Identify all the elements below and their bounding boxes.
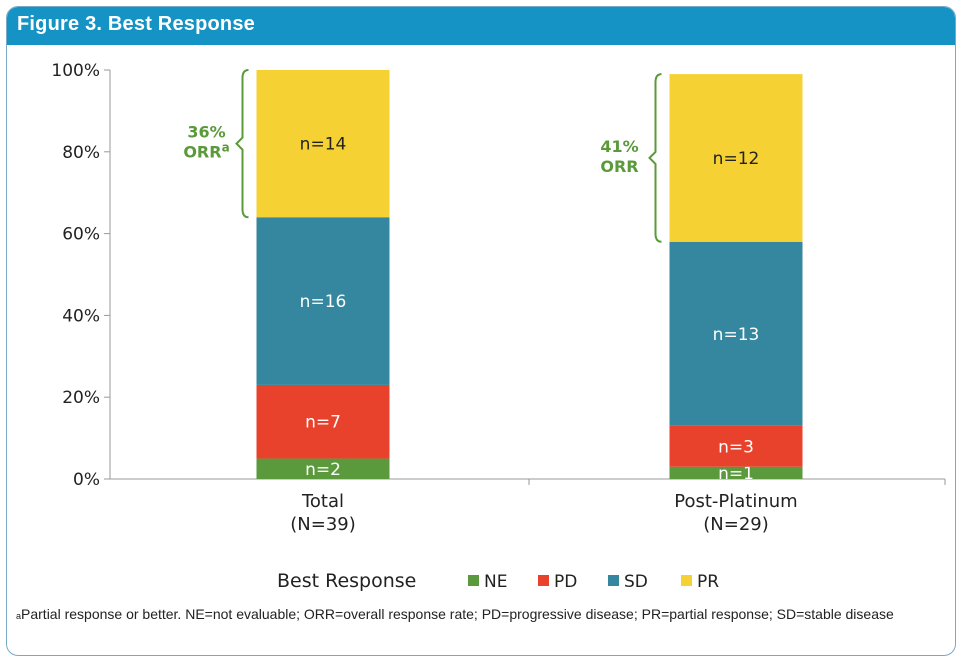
bar-segment-pd [256,384,390,459]
footnote-marker: a [16,611,22,621]
orr-percent-label: 36% [187,123,225,142]
x-category-label: Post-Platinum [674,491,797,512]
legend-label-ne: NE [484,572,507,592]
legend-title: Best Response [277,570,416,592]
bar-segment-pr [256,70,390,218]
x-category-sublabel: (N=29) [703,514,769,535]
legend-swatch-ne [468,575,479,586]
bar-segment-pd [669,425,803,467]
bar-segment-pr [669,74,803,242]
bar-segment-label: n=13 [713,325,760,345]
orr-percent-label: 41% [600,137,638,156]
orr-bracket [648,73,662,243]
y-tick-label: 100% [51,61,100,81]
y-tick-label: 20% [62,388,100,408]
bar-segment-label: n=12 [713,149,760,169]
bar-segment-label: n=1 [718,464,754,484]
bar-segment-ne [256,458,390,479]
figure-title: Figure 3. Best Response [17,13,255,35]
bar-segment-ne [669,466,803,479]
legend-swatch-pd [538,575,549,586]
orr-bracket [235,69,249,219]
x-category-sublabel: (N=39) [290,514,356,535]
bar-segment-label: n=7 [305,413,341,433]
legend-swatch-sd [608,575,619,586]
legend-label-sd: SD [624,572,648,592]
bar-segment-label: n=2 [305,460,341,480]
y-tick-label: 60% [62,225,100,245]
footnote-text: Partial response or better. NE=not evalu… [21,606,894,622]
bar-segment-label: n=14 [300,135,347,155]
y-tick-label: 0% [73,470,100,490]
figure-header: Figure 3. Best Response [7,7,955,45]
bar-segment-sd [256,217,390,385]
bar-segment-sd [669,241,803,426]
y-tick-label: 40% [62,306,100,326]
bar-segment-label: n=16 [300,292,347,312]
footnote: aPartial response or better. NE=not eval… [16,604,941,624]
orr-label: ORR [600,157,638,176]
y-tick-label: 80% [62,143,100,163]
orr-label: ORRa [183,141,229,162]
legend-label-pd: PD [554,572,577,592]
x-category-label: Total [301,491,344,512]
bar-segment-label: n=3 [718,437,754,457]
legend-label-pr: PR [697,572,719,592]
legend-swatch-pr [681,575,692,586]
